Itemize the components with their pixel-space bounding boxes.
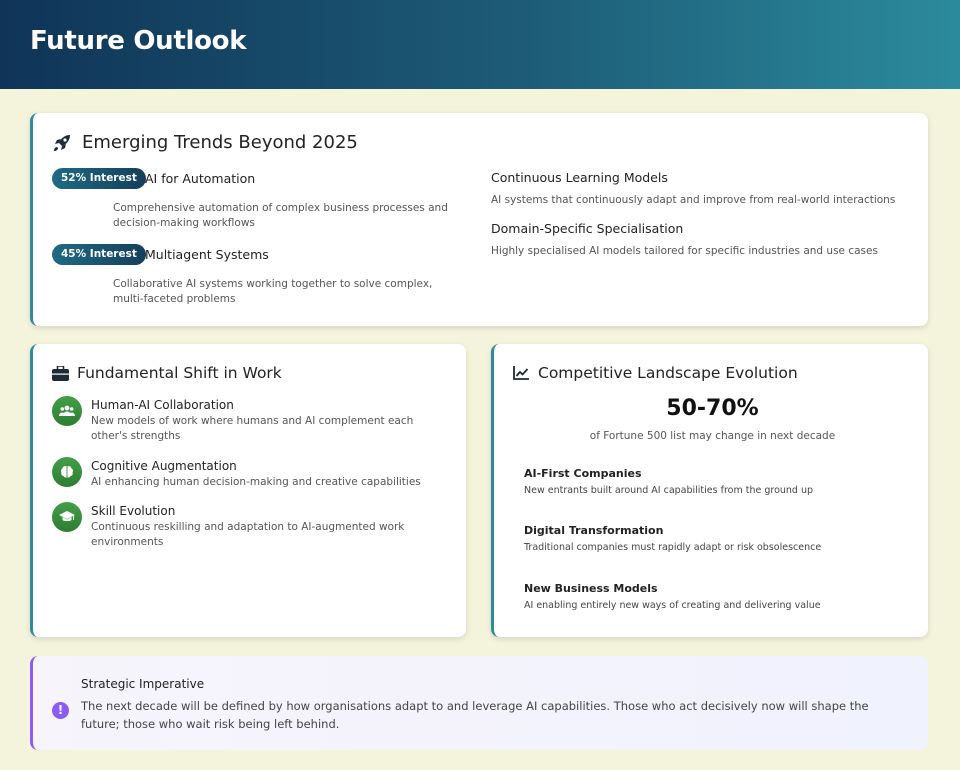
landscape-item-description: Traditional companies must rapidly adapt… [524,542,822,553]
line-chart-icon [512,366,530,380]
work-item-description: New models of work where humans and AI c… [91,415,414,442]
work-item-title: Skill Evolution [91,504,176,518]
trend-description: AI systems that continuously adapt and i… [491,194,896,206]
landscape-item-description: AI enabling entirely new ways of creatin… [524,600,821,611]
landscape-item-title: Digital Transformation [524,524,664,537]
work-item-title: Cognitive Augmentation [91,459,237,473]
emerging-trends-card: Emerging Trends Beyond 2025 52% Interest… [30,113,928,326]
work-item-title: Human-AI Collaboration [91,398,234,412]
trend-description: Comprehensive automation of complex busi… [113,202,448,229]
exclamation-circle-icon: ! [52,702,69,719]
landscape-item-title: New Business Models [524,582,658,595]
strategic-imperative-callout: ! Strategic Imperative The next decade w… [30,656,928,750]
work-shift-title: Fundamental Shift in Work [77,364,282,382]
graduation-cap-icon [52,502,82,532]
work-item-description: Continuous reskilling and adaptation to … [91,521,405,548]
landscape-item-title: AI-First Companies [524,467,642,480]
briefcase-icon [51,365,69,381]
emerging-trends-title: Emerging Trends Beyond 2025 [82,132,358,153]
competitive-landscape-card: Competitive Landscape Evolution 50-70% o… [491,344,928,637]
trend-title: Continuous Learning Models [491,170,668,185]
competitive-landscape-title: Competitive Landscape Evolution [538,364,798,382]
fortune-500-stat-label: of Fortune 500 list may change in next d… [589,430,836,442]
landscape-item-description: New entrants built around AI capabilitie… [524,485,814,496]
brain-icon [52,457,82,487]
fortune-500-stat: 50-70% [666,396,759,421]
rocket-icon [51,133,73,153]
trend-description: Highly specialised AI models tailored fo… [491,245,878,257]
strategic-imperative-title: Strategic Imperative [81,677,205,691]
competitive-landscape-heading: Competitive Landscape Evolution [512,364,798,382]
page-title: Future Outlook [30,26,247,56]
trend-title: Multiagent Systems [145,247,269,262]
trend-title: Domain-Specific Specialisation [491,221,684,236]
interest-badge: 52% Interest [52,168,146,189]
strategic-imperative-text: The next decade will be defined by how o… [81,699,869,731]
interest-badge: 45% Interest [52,244,146,265]
emerging-trends-heading: Emerging Trends Beyond 2025 [51,132,358,153]
page-header: Future Outlook [0,0,960,89]
users-icon [52,396,82,426]
work-item-description: AI enhancing human decision-making and c… [91,476,421,488]
trend-title: AI for Automation [145,171,256,186]
trend-description: Collaborative AI systems working togethe… [113,278,433,305]
work-shift-heading: Fundamental Shift in Work [51,364,282,382]
work-shift-card: Fundamental Shift in Work Human-AI Colla… [30,344,466,637]
